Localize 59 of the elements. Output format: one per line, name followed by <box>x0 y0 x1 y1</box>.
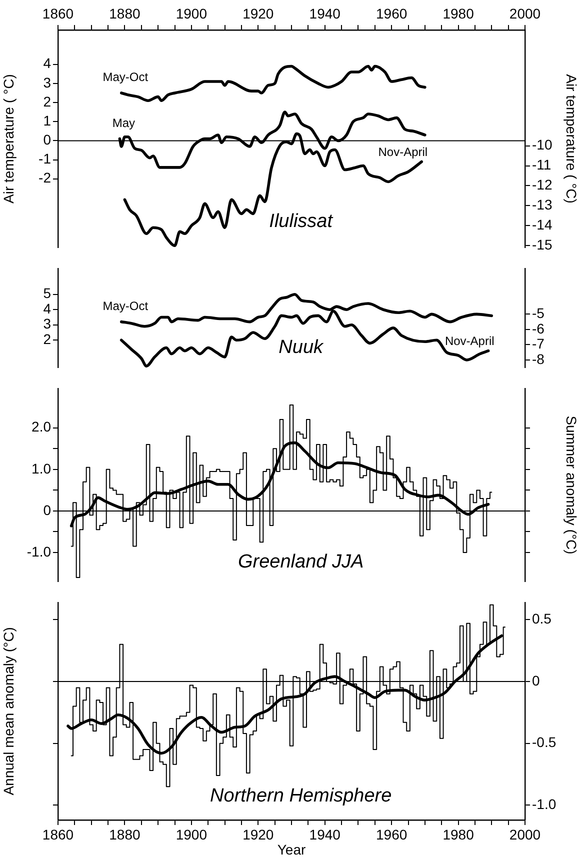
y-axis-title: Annual mean anomaly (°C) <box>0 627 16 796</box>
text: Northern Hemisphere <box>210 785 392 806</box>
x-tick-label: 1880 <box>109 826 140 842</box>
x-tick-label: 1940 <box>309 826 341 842</box>
y2-tick-label: -14 <box>532 216 552 232</box>
y-tick-label: 5 <box>43 285 52 302</box>
x-tick-label: 2000 <box>509 826 541 842</box>
y-tick-label: 1.0 <box>32 460 52 476</box>
x-tick-label: 1860 <box>42 5 74 22</box>
y2-tick-label: -10 <box>532 136 552 153</box>
x-tick-label: 1980 <box>442 5 474 22</box>
y-tick-label: 3 <box>43 74 52 90</box>
y-tick-label: 4 <box>43 300 52 316</box>
x-tick-label: 2000 <box>509 5 541 22</box>
y-tick-label: 1 <box>43 112 52 128</box>
series-label: Nov-April <box>444 334 494 348</box>
y-tick-label: 2.0 <box>32 418 52 435</box>
series-label: May-Oct <box>102 298 149 313</box>
y2-tick-label: -15 <box>532 236 552 252</box>
y-tick-label: 0 <box>43 502 52 518</box>
text: Nuuk <box>278 337 325 358</box>
y2-tick-label: 0.5 <box>532 610 552 627</box>
y2-tick-label: -11 <box>532 156 552 173</box>
y2-tick-label: -8 <box>532 350 545 367</box>
y-tick-label: -2 <box>38 170 52 186</box>
y2-tick-label: -6 <box>532 320 545 336</box>
y2-axis-title: Air temperature ( °C) <box>564 74 580 204</box>
x-tick-label: 1940 <box>309 5 341 22</box>
y2-tick-label: -0.5 <box>532 734 556 750</box>
y-tick-label: -1 <box>38 150 52 167</box>
y2-tick-label: -13 <box>532 196 552 213</box>
text: Ilulissat <box>269 210 334 232</box>
x-tick-label: 1960 <box>376 5 408 22</box>
series-label: Nov-April <box>378 144 428 159</box>
y-tick-label: 4 <box>43 55 52 72</box>
y-axis-title: Air temperature ( °C) <box>0 74 16 204</box>
series-label: May <box>112 116 136 130</box>
y2-tick-label: -5 <box>532 305 545 322</box>
y2-tick-label: 0 <box>532 672 540 688</box>
x-tick-label: 1900 <box>176 5 208 22</box>
x-tick-label: 1920 <box>242 5 274 22</box>
x-tick-label: 1980 <box>442 826 474 842</box>
x-tick-label: 1900 <box>176 826 208 842</box>
y2-tick-label: -1.0 <box>532 796 556 812</box>
y2-tick-label: -7 <box>532 336 545 352</box>
x-tick-label: 1960 <box>376 826 408 842</box>
y-tick-label: 3 <box>43 316 52 332</box>
y-tick-label: 2 <box>43 330 52 347</box>
y2-axis-title: Summer anomaly (°C) <box>564 416 580 554</box>
x-tick-label: 1920 <box>242 826 274 842</box>
y2-tick-label: -12 <box>532 176 552 193</box>
y-tick-label: 2 <box>43 93 52 110</box>
text: Greenland JJA <box>238 552 364 573</box>
x-tick-label: 1860 <box>42 826 74 842</box>
x-axis-title: Year <box>277 841 306 858</box>
series-label: May-Oct <box>102 70 149 84</box>
y-tick-label: 0 <box>43 132 52 148</box>
y-tick-label: -1.0 <box>26 543 52 560</box>
x-tick-label: 1880 <box>109 5 140 22</box>
